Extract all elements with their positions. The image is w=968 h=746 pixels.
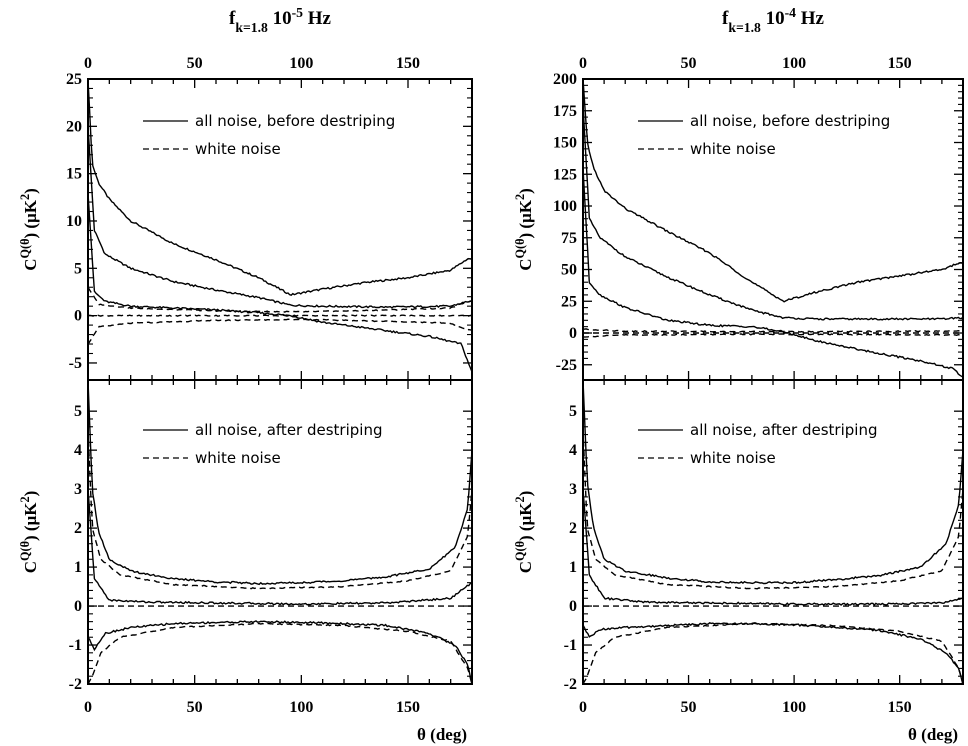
y-tick-label: 2: [569, 520, 577, 537]
y-tick-label: -5: [69, 355, 82, 372]
all-noise-curve: [88, 620, 472, 684]
x-tick-label: 100: [782, 699, 806, 716]
y-axis-label: CQ(θ​) (μK2​): [513, 491, 535, 574]
y-tick-label: 20: [66, 118, 82, 135]
panel-4: 0 50 100 150 5 4 3 2 1 0 -1 -2 CQ(θ​) (μK2​) θ (deg) a…: [513, 379, 964, 744]
y-tick-label: 150: [553, 135, 577, 152]
y-tick-label: 4: [74, 442, 82, 459]
y-tick-label: 25: [66, 71, 82, 88]
y-tick-label: -2: [69, 676, 82, 693]
all-noise-curve: [88, 126, 472, 309]
y-tick-label: 1: [74, 559, 82, 576]
all-noise-curve: [583, 489, 963, 607]
y-tick-label: -2: [564, 676, 577, 693]
legend-entry: all noise, after destriping: [690, 421, 877, 439]
all-noise-curve: [583, 380, 963, 585]
y-tick-label: 25: [561, 293, 577, 310]
legend-entry: white noise: [195, 449, 281, 467]
white-noise-curve: [583, 328, 963, 333]
y-tick-label: 10: [66, 213, 82, 230]
x-tick-label: 100: [782, 55, 806, 72]
y-tick-label: 5: [74, 403, 82, 420]
y-tick-label: 5: [569, 403, 577, 420]
y-tick-label: 1: [569, 559, 577, 576]
all-noise-curve: [88, 193, 472, 373]
x-tick-label: 150: [888, 55, 912, 72]
legend-entry: white noise: [195, 140, 281, 158]
y-tick-label: 0: [569, 325, 577, 342]
y-tick-label: 15: [66, 166, 82, 183]
x-axis-label: θ (deg): [908, 725, 958, 744]
x-tick-label: 50: [681, 699, 697, 716]
y-tick-label: 200: [553, 71, 577, 88]
y-tick-label: 175: [553, 103, 577, 120]
white-noise-curve: [88, 287, 472, 313]
series-group: [583, 380, 963, 684]
y-tick-label: -1: [564, 637, 577, 654]
white-noise-curve: [88, 622, 472, 684]
white-noise-curve: [583, 622, 963, 684]
y-axis-label: CQ(θ​) (μK2​): [18, 188, 40, 271]
panel-3: 0 50 100 150 5 4 3 2 1 0 -1 -2 CQ(θ​) (μK2​) θ (deg) a…: [18, 379, 473, 744]
all-noise-curve: [583, 103, 963, 321]
y-tick-label: 75: [561, 230, 577, 247]
x-tick-label: 50: [187, 55, 203, 72]
all-noise-curve: [88, 380, 472, 586]
x-tick-label: 100: [289, 699, 313, 716]
y-tick-label: 0: [569, 598, 577, 615]
y-tick-label: 100: [553, 198, 577, 215]
legend-entry: all noise, before destriping: [690, 112, 890, 130]
y-tick-label: 3: [569, 481, 577, 498]
series-group: [583, 79, 963, 378]
y-tick-label: 4: [569, 442, 577, 459]
legend-entry: white noise: [690, 140, 776, 158]
x-tick-label: 50: [681, 55, 697, 72]
x-axis-label: θ (deg): [417, 725, 467, 744]
series-group: [88, 79, 472, 373]
y-tick-label: 2: [74, 520, 82, 537]
all-noise-curve: [88, 79, 472, 297]
panel-title: fk=1.8​ 10-4​ Hz: [722, 5, 824, 35]
legend-entry: all noise, before destriping: [195, 112, 395, 130]
white-noise-curve: [583, 333, 963, 338]
y-tick-label: 3: [74, 481, 82, 498]
x-tick-label: 100: [289, 55, 313, 72]
panel-title: fk=1.8​ 10-5​ Hz: [229, 5, 331, 35]
x-tick-label: 150: [396, 699, 420, 716]
white-noise-curve: [88, 430, 472, 590]
y-axis-label: CQ(θ​) (μK2​): [18, 491, 40, 574]
legend-entry: all noise, after destriping: [195, 421, 382, 439]
panel-2: 0 50 100 150 200 175 150 125 100 75 50 25 0 -25 CQ(θ​)…: [513, 5, 964, 381]
all-noise-curve: [583, 79, 963, 303]
all-noise-curve: [583, 167, 963, 378]
y-axis-label: CQ(θ​) (μK2​): [513, 188, 535, 271]
y-tick-label: 0: [74, 308, 82, 325]
white-noise-curve: [88, 318, 472, 345]
x-tick-label: 0: [84, 699, 92, 716]
y-tick-label: 0: [74, 598, 82, 615]
x-tick-label: 0: [84, 55, 92, 72]
legend-entry: white noise: [690, 449, 776, 467]
y-tick-label: -1: [69, 637, 82, 654]
x-tick-label: 50: [187, 699, 203, 716]
x-tick-label: 150: [888, 699, 912, 716]
x-tick-label: 0: [579, 55, 587, 72]
x-tick-label: 0: [579, 699, 587, 716]
white-noise-curve: [88, 314, 472, 317]
y-tick-label: 125: [553, 166, 577, 183]
series-group: [88, 380, 472, 684]
x-tick-label: 150: [396, 55, 420, 72]
y-tick-label: 5: [74, 260, 82, 277]
y-tick-label: 50: [561, 262, 577, 279]
all-noise-curve: [88, 488, 472, 606]
all-noise-curve: [583, 622, 963, 684]
y-tick-label: -25: [556, 357, 577, 374]
